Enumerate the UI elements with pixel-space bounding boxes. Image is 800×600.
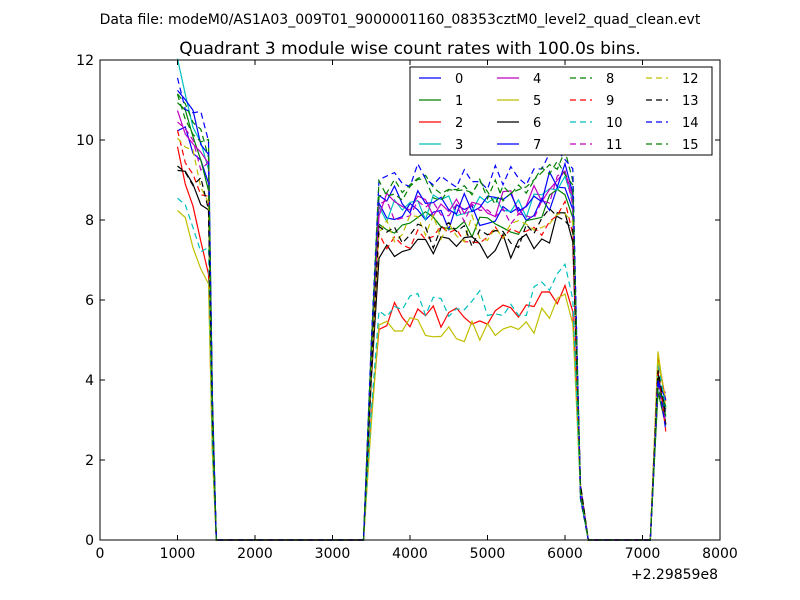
legend-label-6: 6 [533, 116, 541, 131]
series-line-5 [177, 210, 667, 541]
legend-label-9: 9 [606, 94, 614, 109]
chart-suptitle: Data file: modeM0/AS1A03_009T01_90000011… [100, 12, 701, 28]
legend-label-5: 5 [533, 94, 541, 109]
x-axis: 0 1000 2000 3000 4000 5000 6000 7000 8000 [96, 60, 738, 562]
legend-label-1: 1 [455, 94, 463, 109]
x-tick-label: 0 [96, 546, 105, 562]
x-tick-label: 2000 [237, 546, 273, 562]
series-line-1 [177, 102, 667, 541]
legend-label-15: 15 [682, 138, 699, 153]
x-tick-label: 3000 [315, 546, 351, 562]
x-tick-label: 7000 [625, 546, 661, 562]
series-line-2 [176, 146, 667, 541]
x-tick-label: 6000 [547, 546, 583, 562]
series-line-8 [176, 94, 667, 541]
legend-label-2: 2 [455, 116, 463, 131]
legend-label-8: 8 [606, 72, 614, 87]
series-line-14 [176, 77, 667, 541]
series-line-13 [177, 165, 667, 541]
legend-label-12: 12 [682, 72, 699, 87]
series-line-10 [177, 197, 667, 541]
x-offset-label: +2.29859e8 [631, 567, 718, 583]
y-tick-label: 8 [85, 213, 94, 229]
series-line-9 [176, 130, 667, 541]
legend-frame [409, 66, 713, 156]
legend-label-14: 14 [682, 116, 699, 131]
series-line-15 [177, 93, 667, 541]
legend-label-3: 3 [455, 138, 463, 153]
series-line-4 [176, 110, 667, 541]
x-tick-label: 1000 [160, 546, 196, 562]
chart-title: Quadrant 3 module wise count rates with … [179, 39, 640, 59]
y-tick-label: 0 [85, 533, 94, 549]
x-tick-label: 8000 [702, 546, 738, 562]
series-line-0 [177, 126, 667, 541]
y-tick-label: 6 [85, 293, 94, 309]
x-tick-label: 5000 [470, 546, 506, 562]
y-tick-label: 4 [85, 373, 94, 389]
legend-label-4: 4 [533, 72, 541, 87]
legend-label-10: 10 [606, 116, 623, 131]
y-tick-label: 10 [76, 133, 94, 149]
y-tick-label: 12 [76, 53, 94, 69]
legend-label-0: 0 [455, 72, 463, 87]
series-line-11 [177, 121, 667, 541]
legend-label-11: 11 [606, 138, 623, 153]
y-tick-label: 2 [85, 453, 94, 469]
legend-label-7: 7 [533, 138, 541, 153]
legend-label-13: 13 [682, 94, 699, 109]
series-line-7 [177, 90, 667, 541]
x-tick-label: 4000 [392, 546, 428, 562]
